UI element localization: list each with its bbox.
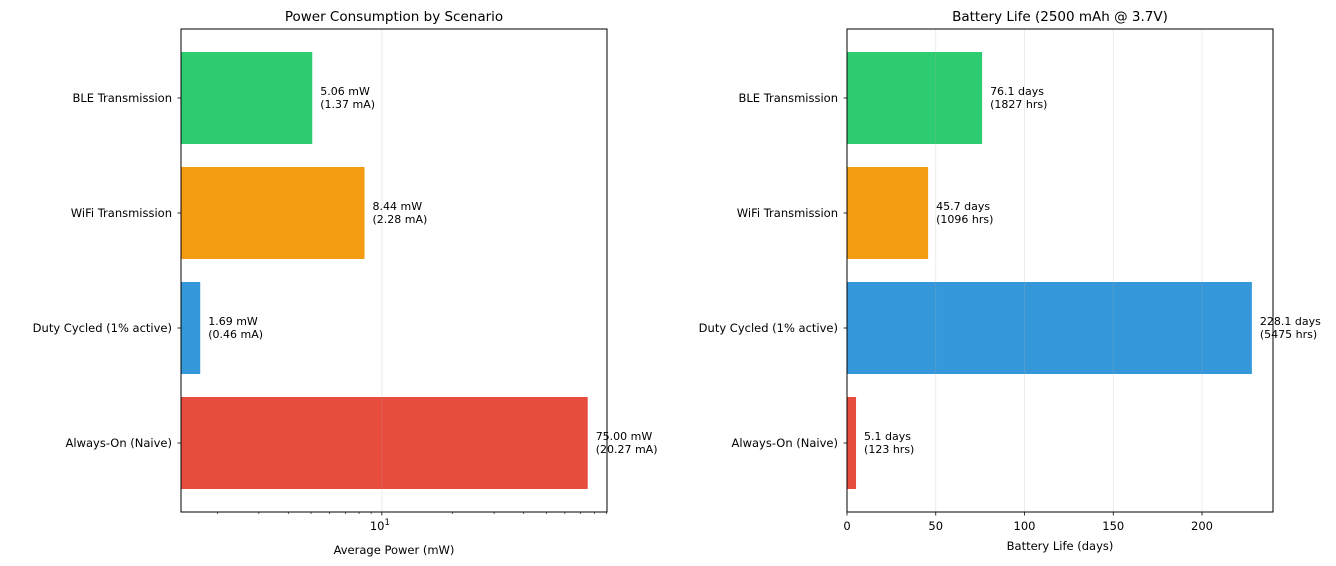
y-tick-label: Always-On (Naive) [732,436,838,450]
data-label: 5.06 mW (1.37 mA) [320,85,375,111]
x-axis-label: Average Power (mW) [334,543,455,557]
data-label: 76.1 days (1827 hrs) [990,85,1047,111]
bar-always-on-naive [181,397,588,489]
data-label: 228.1 days (5475 hrs) [1260,315,1321,341]
data-label-value: 1.69 mW [208,315,258,328]
data-label-value: 76.1 days [990,85,1044,98]
data-label: 5.1 days (123 hrs) [864,430,914,456]
data-label-sub: (123 hrs) [864,443,914,456]
x-tick-exponent: 1 [384,518,389,528]
data-label-sub: (5475 hrs) [1260,328,1317,341]
y-tick-label: Always-On (Naive) [66,436,172,450]
axes-frame [180,28,608,513]
x-tick-label: 150 [1102,519,1124,533]
bar-wifi-transmission [847,167,929,259]
bar-duty-cycled-1-active [181,282,201,374]
bar-always-on-naive [847,397,857,489]
x-tick-label: 100 [1014,519,1036,533]
x-tick-label: 50 [928,519,943,533]
data-label-value: 228.1 days [1260,315,1321,328]
bar-ble-transmission [181,52,313,144]
bar-ble-transmission [847,52,983,144]
data-label: 8.44 mW (2.28 mA) [373,200,428,226]
data-label-sub: (0.46 mA) [208,328,263,341]
data-label-value: 5.06 mW [320,85,370,98]
x-tick-label: 200 [1191,519,1213,533]
data-label-value: 5.1 days [864,430,911,443]
chart-title: Battery Life (2500 mAh @ 3.7V) [952,9,1168,25]
data-label-sub: (1827 hrs) [990,98,1047,111]
data-label-value: 45.7 days [936,200,990,213]
bar-duty-cycled-1-active [847,282,1252,374]
y-tick-label: BLE Transmission [738,91,838,105]
data-label: 75.00 mW (20.27 mA) [596,430,658,456]
y-tick-label: WiFi Transmission [71,206,172,220]
data-label-value: 8.44 mW [373,200,423,213]
y-tick-label: Duty Cycled (1% active) [699,321,838,335]
x-tick-label: 101 [370,518,390,533]
y-tick-label: WiFi Transmission [737,206,838,220]
data-label-sub: (2.28 mA) [373,213,428,226]
x-tick-label: 0 [843,519,850,533]
y-tick-label: BLE Transmission [72,91,172,105]
data-label: 45.7 days (1096 hrs) [936,200,993,226]
data-label-sub: (1096 hrs) [936,213,993,226]
chart-panel-1: Always-On (Naive) Duty Cycled (1% active)… [699,9,1321,553]
x-tick-base: 10 [370,519,385,533]
data-label-sub: (20.27 mA) [596,443,658,456]
data-label: 1.69 mW (0.46 mA) [208,315,263,341]
chart-panel-0: Always-On (Naive) Duty Cycled (1% active)… [33,9,658,557]
axes-frame [846,28,1274,513]
chart-title: Power Consumption by Scenario [285,9,503,25]
bar-wifi-transmission [181,167,365,259]
y-tick-label: Duty Cycled (1% active) [33,321,172,335]
x-axis-label: Battery Life (days) [1007,539,1114,553]
data-label-sub: (1.37 mA) [320,98,375,111]
data-label-value: 75.00 mW [596,430,653,443]
